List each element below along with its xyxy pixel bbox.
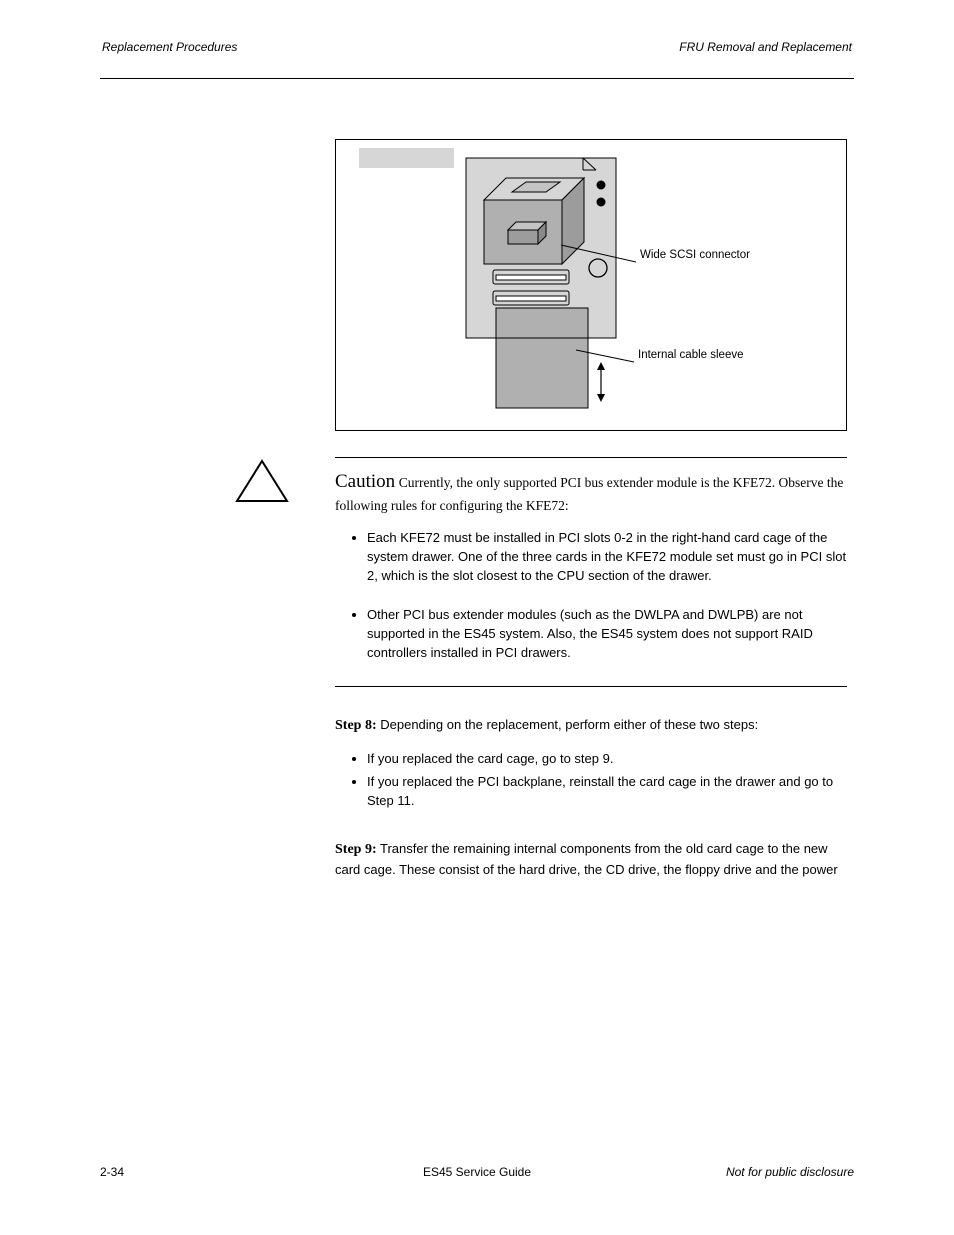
- caution-list: Each KFE72 must be installed in PCI slot…: [335, 529, 847, 662]
- figure-svg: [336, 140, 846, 430]
- footer-center: ES45 Service Guide: [100, 1165, 854, 1179]
- step-8-bullet-1: If you replaced the card cage, go to ste…: [367, 750, 854, 769]
- caution-bullet-2: Other PCI bus extender modules (such as …: [367, 606, 847, 663]
- caution-lead: Currently, the only supported PCI bus ex…: [335, 475, 843, 513]
- callout-scsi-connector: Wide SCSI connector: [640, 248, 760, 262]
- step-8-bullet-2: If you replaced the PCI backplane, reins…: [367, 773, 854, 811]
- caution-top-rule: [335, 457, 847, 458]
- step-9-text: Transfer the remaining internal componen…: [335, 841, 838, 877]
- header-left: Replacement Procedures: [102, 40, 237, 54]
- caution-block: Caution Currently, the only supported PC…: [335, 457, 847, 687]
- callout-internal-cable-sleeve: Internal cable sleeve: [638, 348, 758, 362]
- footer: 2-34 ES45 Service Guide Not for public d…: [100, 1165, 854, 1179]
- caution-bullet-1: Each KFE72 must be installed in PCI slot…: [367, 529, 847, 586]
- header-rule: [100, 78, 854, 79]
- figure-frame: Wide SCSI connector Internal cable sleev…: [335, 139, 847, 431]
- step-8: Step 8: Depending on the replacement, pe…: [335, 715, 854, 736]
- caution-label: Caution: [335, 471, 395, 492]
- step-9-label: Step 9:: [335, 842, 377, 857]
- caution-icon: [235, 457, 290, 510]
- step-8-label: Step 8:: [335, 718, 377, 733]
- header-right: FRU Removal and Replacement: [679, 40, 852, 54]
- step-8-intro: Depending on the replacement, perform ei…: [380, 717, 758, 732]
- step-9: Step 9: Transfer the remaining internal …: [335, 839, 854, 880]
- caution-bottom-rule: [335, 686, 847, 687]
- figure: Wide SCSI connector Internal cable sleev…: [335, 139, 845, 431]
- step-8-list: If you replaced the card cage, go to ste…: [335, 750, 854, 811]
